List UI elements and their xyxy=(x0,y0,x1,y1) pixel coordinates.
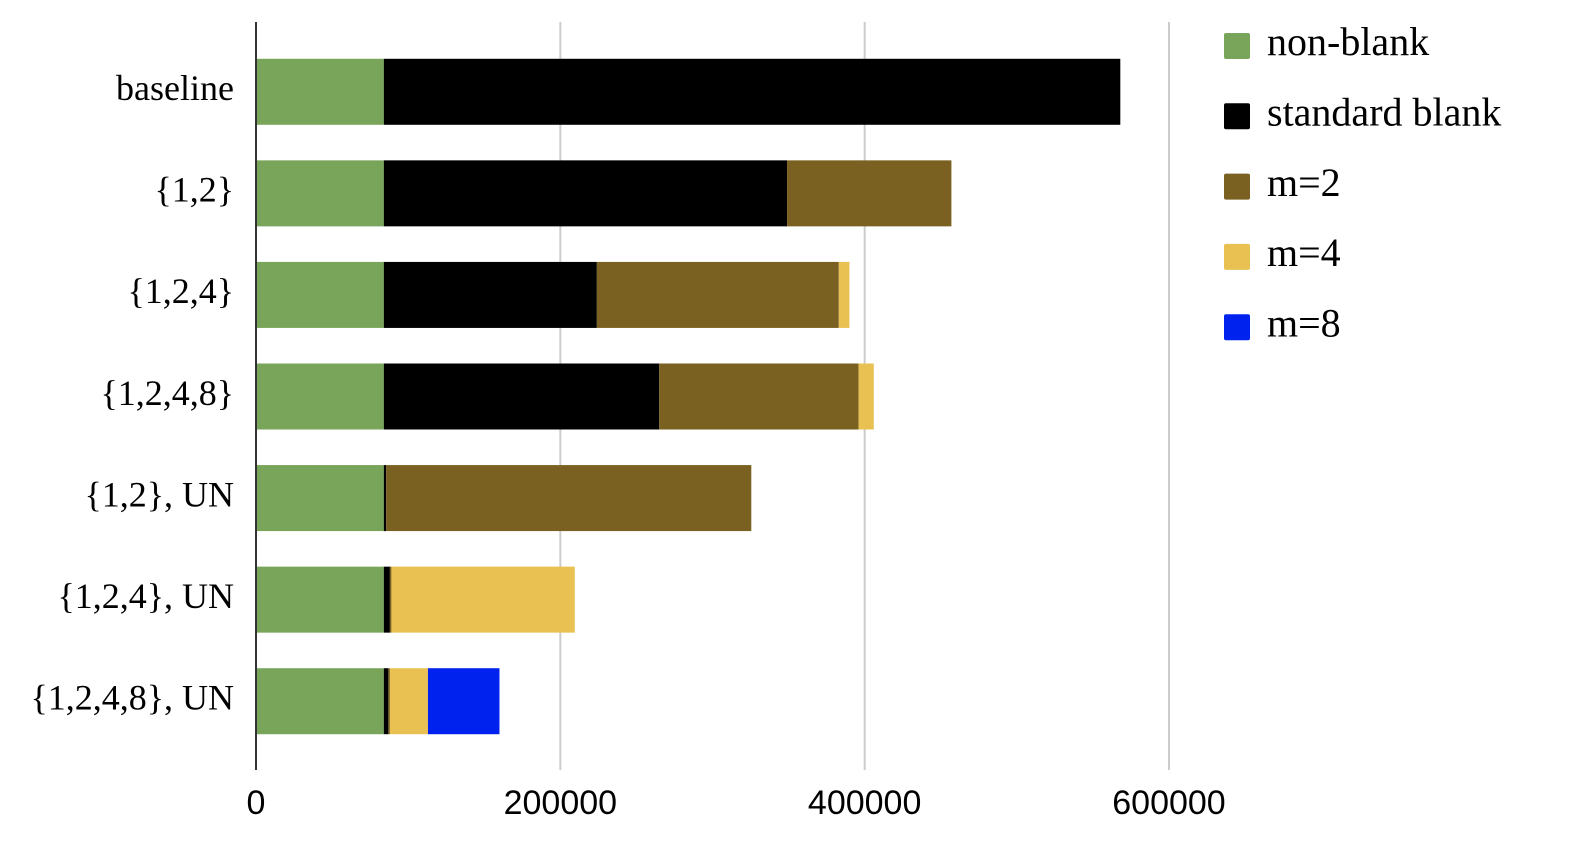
bar-segment xyxy=(256,668,384,735)
x-tick-label: 0 xyxy=(247,784,266,822)
bar-segment xyxy=(858,363,874,430)
legend-label: m=8 xyxy=(1267,300,1341,345)
legend-swatch xyxy=(1224,243,1250,270)
legend-swatch xyxy=(1224,103,1250,130)
x-tick-label: 400000 xyxy=(808,784,921,822)
legend-swatch xyxy=(1224,33,1250,59)
y-tick-label: {1,2,4}, UN xyxy=(57,576,234,616)
bar-segment xyxy=(389,566,392,633)
bar-segment xyxy=(383,261,597,328)
bar-segment xyxy=(596,261,839,328)
bar-segment xyxy=(787,160,952,227)
bar-segment xyxy=(256,261,384,328)
legend-swatch xyxy=(1224,173,1250,200)
bar-segment xyxy=(389,668,428,735)
x-tick-label: 600000 xyxy=(1112,784,1225,822)
bar-segment xyxy=(386,465,752,532)
y-tick-label: {1,2,4} xyxy=(127,271,234,311)
bar-segment xyxy=(383,363,660,430)
legend-swatch xyxy=(1224,314,1250,341)
bar-segment xyxy=(256,58,384,125)
legend-label: non-blank xyxy=(1267,19,1429,64)
bar-segment xyxy=(383,566,390,633)
bar-segment xyxy=(256,465,384,532)
y-tick-label: {1,2}, UN xyxy=(84,474,234,514)
bar-segment xyxy=(256,363,384,430)
bar-segment xyxy=(383,465,387,532)
y-tick-label: {1,2,4,8} xyxy=(100,373,234,413)
bar-segment xyxy=(383,160,788,227)
legend-label: standard blank xyxy=(1267,89,1501,134)
bar-segment xyxy=(256,160,384,227)
bar-segment xyxy=(838,261,850,328)
bar-segment xyxy=(659,363,859,430)
bar-segment xyxy=(427,668,500,735)
x-tick-label: 200000 xyxy=(504,784,617,822)
legend-label: m=2 xyxy=(1267,160,1341,205)
y-tick-label: baseline xyxy=(116,68,234,108)
bar-segment xyxy=(391,566,575,633)
bar-segment xyxy=(383,58,1121,125)
legend-label: m=4 xyxy=(1267,230,1341,275)
bar-segment xyxy=(383,668,389,735)
y-tick-label: {1,2,4,8}, UN xyxy=(30,677,234,717)
y-tick-label: {1,2} xyxy=(154,170,234,210)
bar-segment xyxy=(388,668,390,735)
bar-segment xyxy=(256,566,384,633)
